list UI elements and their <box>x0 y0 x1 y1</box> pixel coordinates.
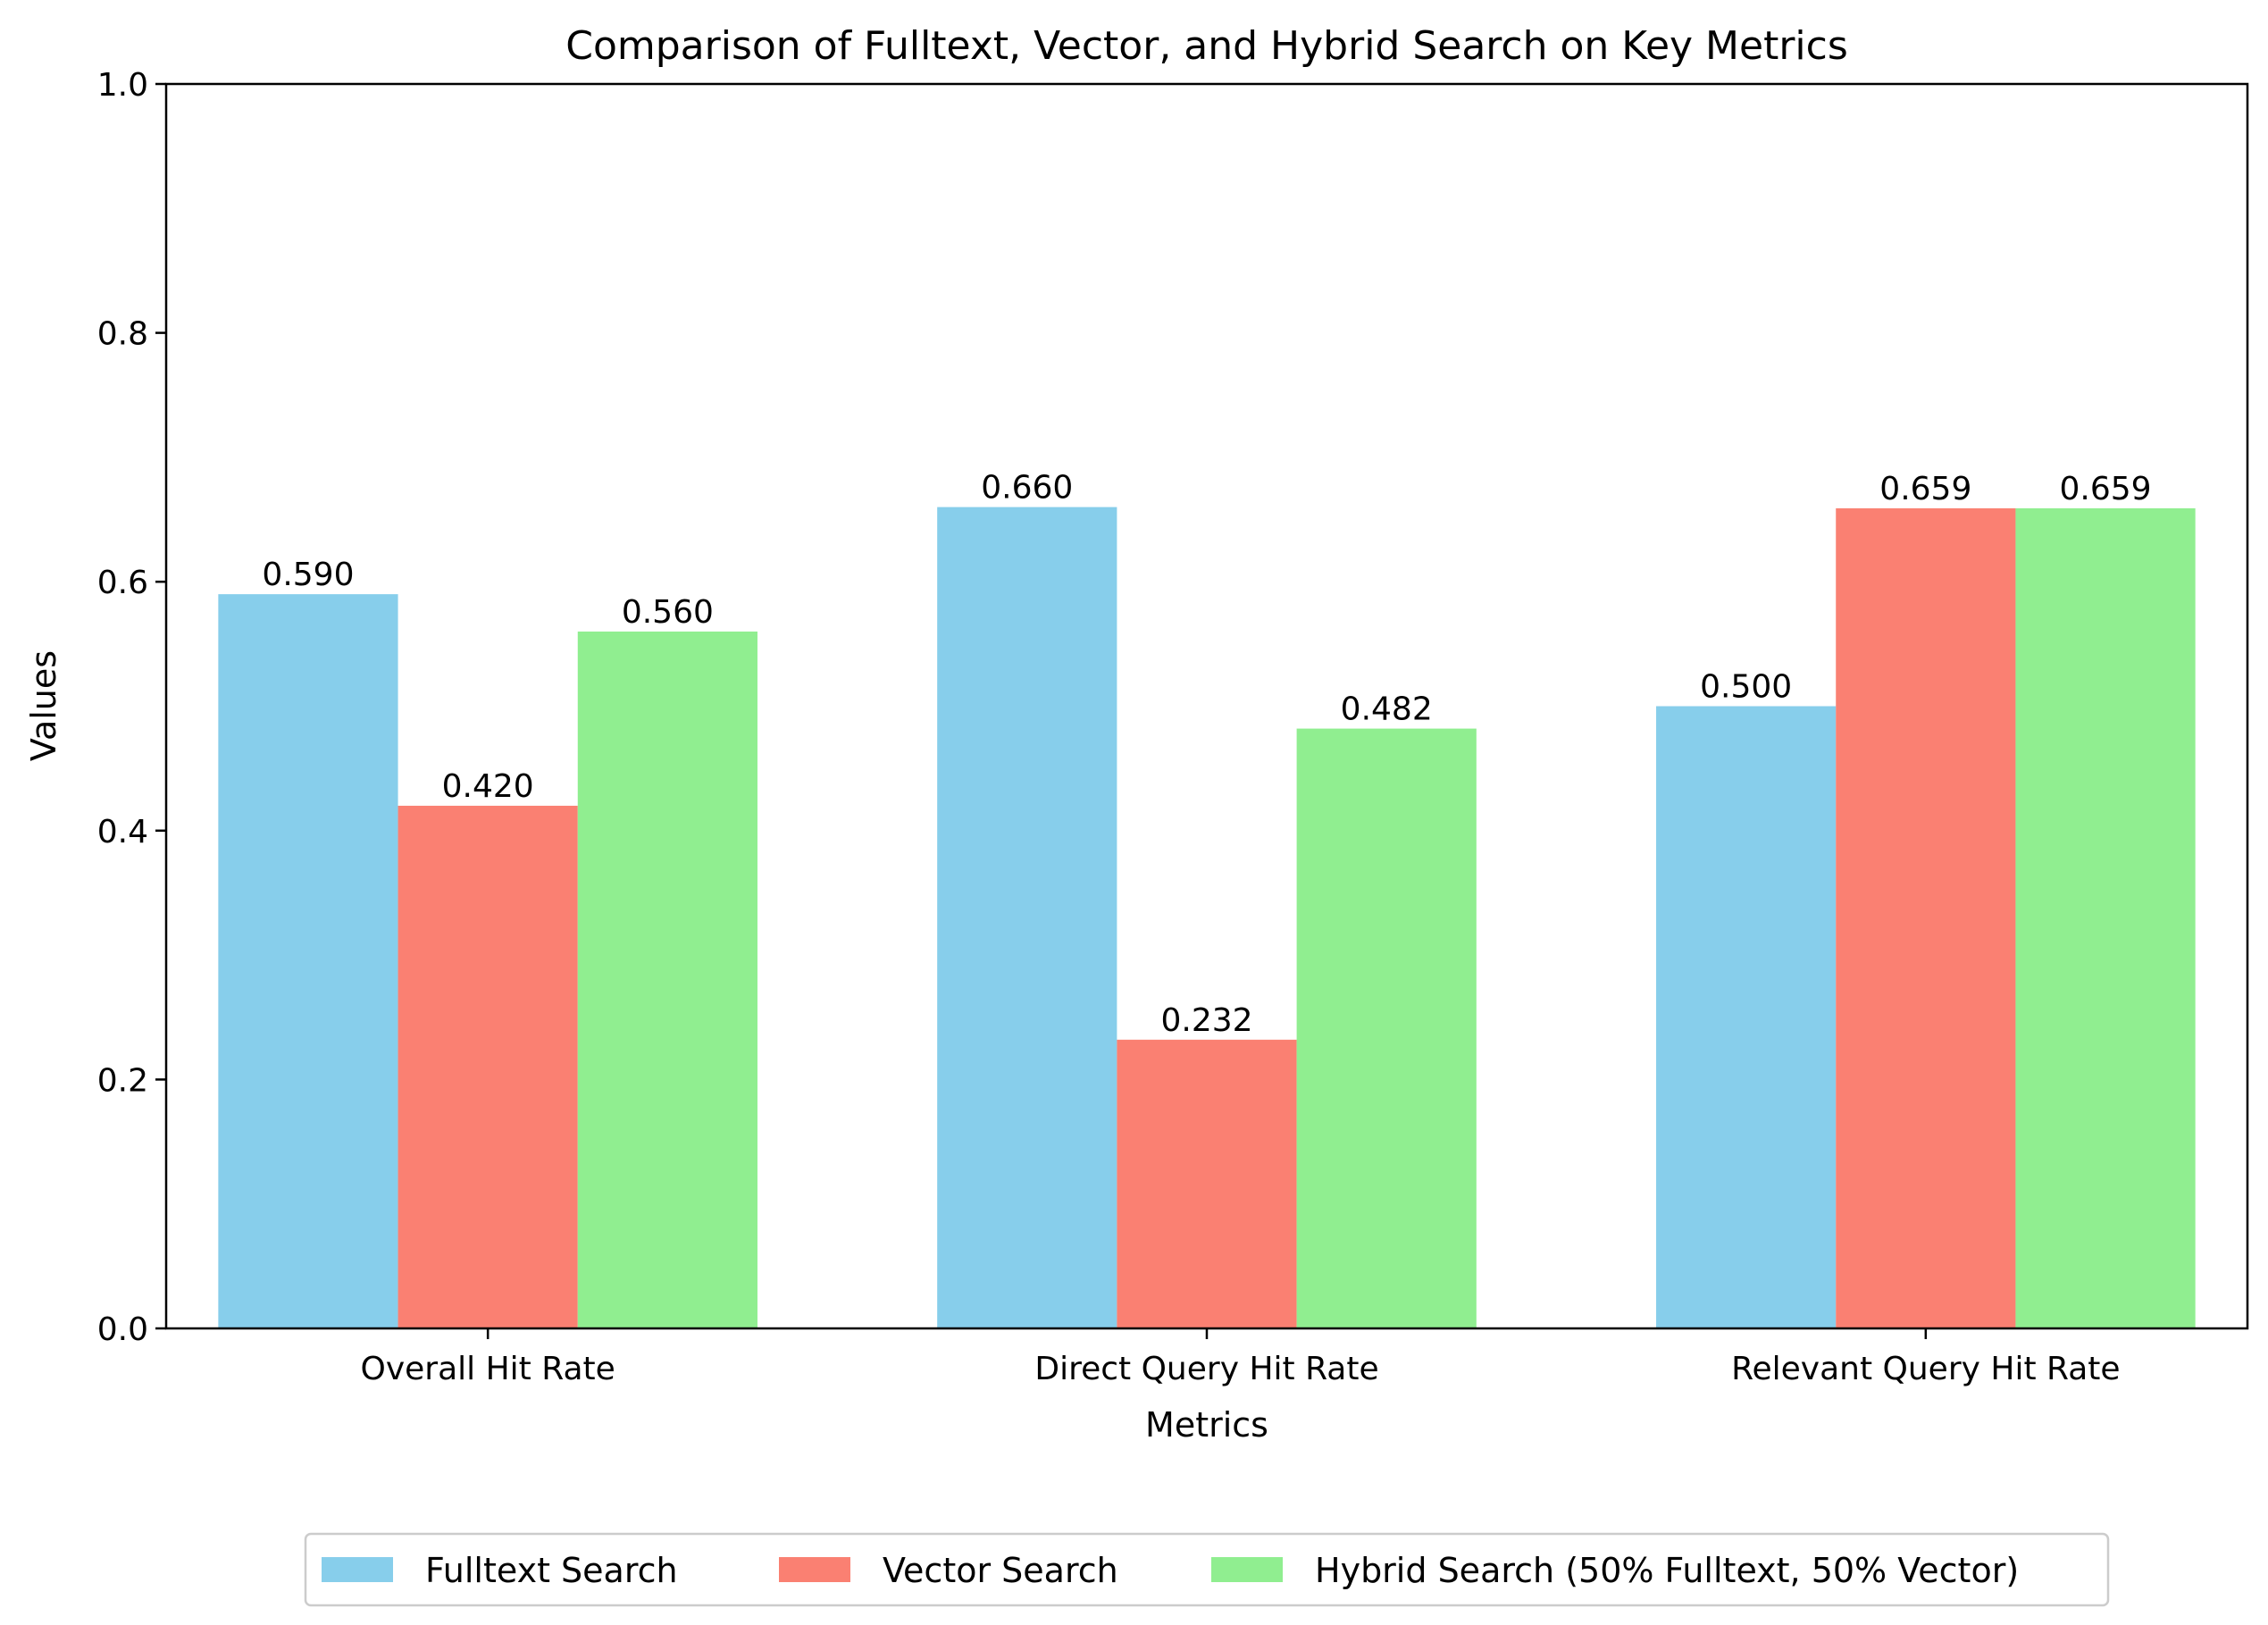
legend-entry: Vector Search <box>883 1551 1118 1590</box>
bar-3-3 <box>2015 508 2196 1328</box>
data-label: 0.660 <box>981 470 1073 507</box>
x-tick-label: Overall Hit Rate <box>361 1351 615 1387</box>
y-tick-label: 0.8 <box>97 316 148 353</box>
data-label: 0.500 <box>1700 669 1792 706</box>
chart-title: Comparison of Fulltext, Vector, and Hybr… <box>565 23 1848 69</box>
y-axis-label: Values <box>24 650 63 761</box>
data-label: 0.659 <box>1879 471 1971 507</box>
x-axis-label: Metrics <box>1145 1405 1268 1445</box>
legend-entry: Hybrid Search (50% Fulltext, 50% Vector) <box>1315 1551 2019 1590</box>
bar-1-2 <box>937 507 1117 1328</box>
bar-2-3 <box>1836 508 2016 1328</box>
y-tick-label: 0.6 <box>97 565 148 601</box>
y-tick-label: 0.2 <box>97 1062 148 1099</box>
y-tick-label: 1.0 <box>97 67 148 104</box>
legend-swatch <box>322 1557 393 1582</box>
legend-swatch <box>1211 1557 1283 1582</box>
legend-swatch <box>779 1557 850 1582</box>
x-tick-label: Direct Query Hit Rate <box>1034 1351 1378 1387</box>
bar-1-3 <box>1656 706 1837 1328</box>
bar-1-1 <box>218 594 398 1328</box>
data-label: 0.560 <box>622 594 714 631</box>
data-label: 0.482 <box>1341 691 1433 728</box>
legend: Fulltext Search Vector Search Hybrid Searc… <box>304 1532 2110 1607</box>
data-label: 0.659 <box>2060 471 2152 507</box>
y-tick-label: 0.4 <box>97 814 148 850</box>
legend-frame <box>304 1532 2110 1607</box>
bar-3-1 <box>577 631 757 1328</box>
legend-entry: Fulltext Search <box>425 1551 678 1590</box>
y-tick-label: 0.0 <box>97 1311 148 1348</box>
bar-3-2 <box>1296 728 1477 1328</box>
data-label: 0.232 <box>1160 1002 1252 1039</box>
x-tick-label: Relevant Query Hit Rate <box>1731 1351 2120 1387</box>
bar-2-2 <box>1117 1039 1297 1328</box>
bar-2-1 <box>398 805 578 1328</box>
data-label: 0.590 <box>262 557 354 593</box>
data-label: 0.420 <box>442 768 534 805</box>
